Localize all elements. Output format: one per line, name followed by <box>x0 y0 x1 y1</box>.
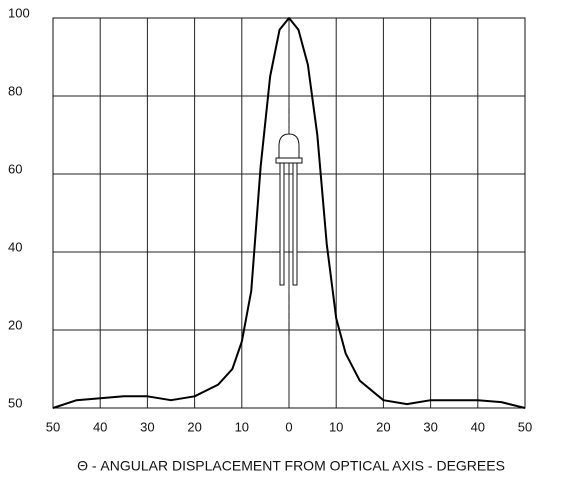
x-tick-label: 0 <box>285 419 292 434</box>
y-tick-label: 40 <box>8 239 22 254</box>
curve <box>52 17 526 409</box>
x-tick-label: 40 <box>471 419 485 434</box>
x-tick-label: 20 <box>187 419 201 434</box>
x-tick-label: 50 <box>518 419 532 434</box>
y-tick-label: 80 <box>8 83 22 98</box>
led-icon <box>272 108 306 335</box>
x-tick-label: 30 <box>423 419 437 434</box>
x-tick-label: 40 <box>93 419 107 434</box>
x-tick-label: 10 <box>235 419 249 434</box>
y-tick-label: 60 <box>8 161 22 176</box>
y-tick-label: 20 <box>8 317 22 332</box>
x-tick-label: 50 <box>46 419 60 434</box>
y-tick-label: 100 <box>8 5 30 20</box>
x-tick-label: 30 <box>140 419 154 434</box>
y-tick-label: 50 <box>8 395 22 410</box>
x-tick-label: 10 <box>329 419 343 434</box>
x-tick-label: 20 <box>376 419 390 434</box>
x-axis-label: Θ - ANGULAR DISPLACEMENT FROM OPTICAL AX… <box>77 458 505 474</box>
